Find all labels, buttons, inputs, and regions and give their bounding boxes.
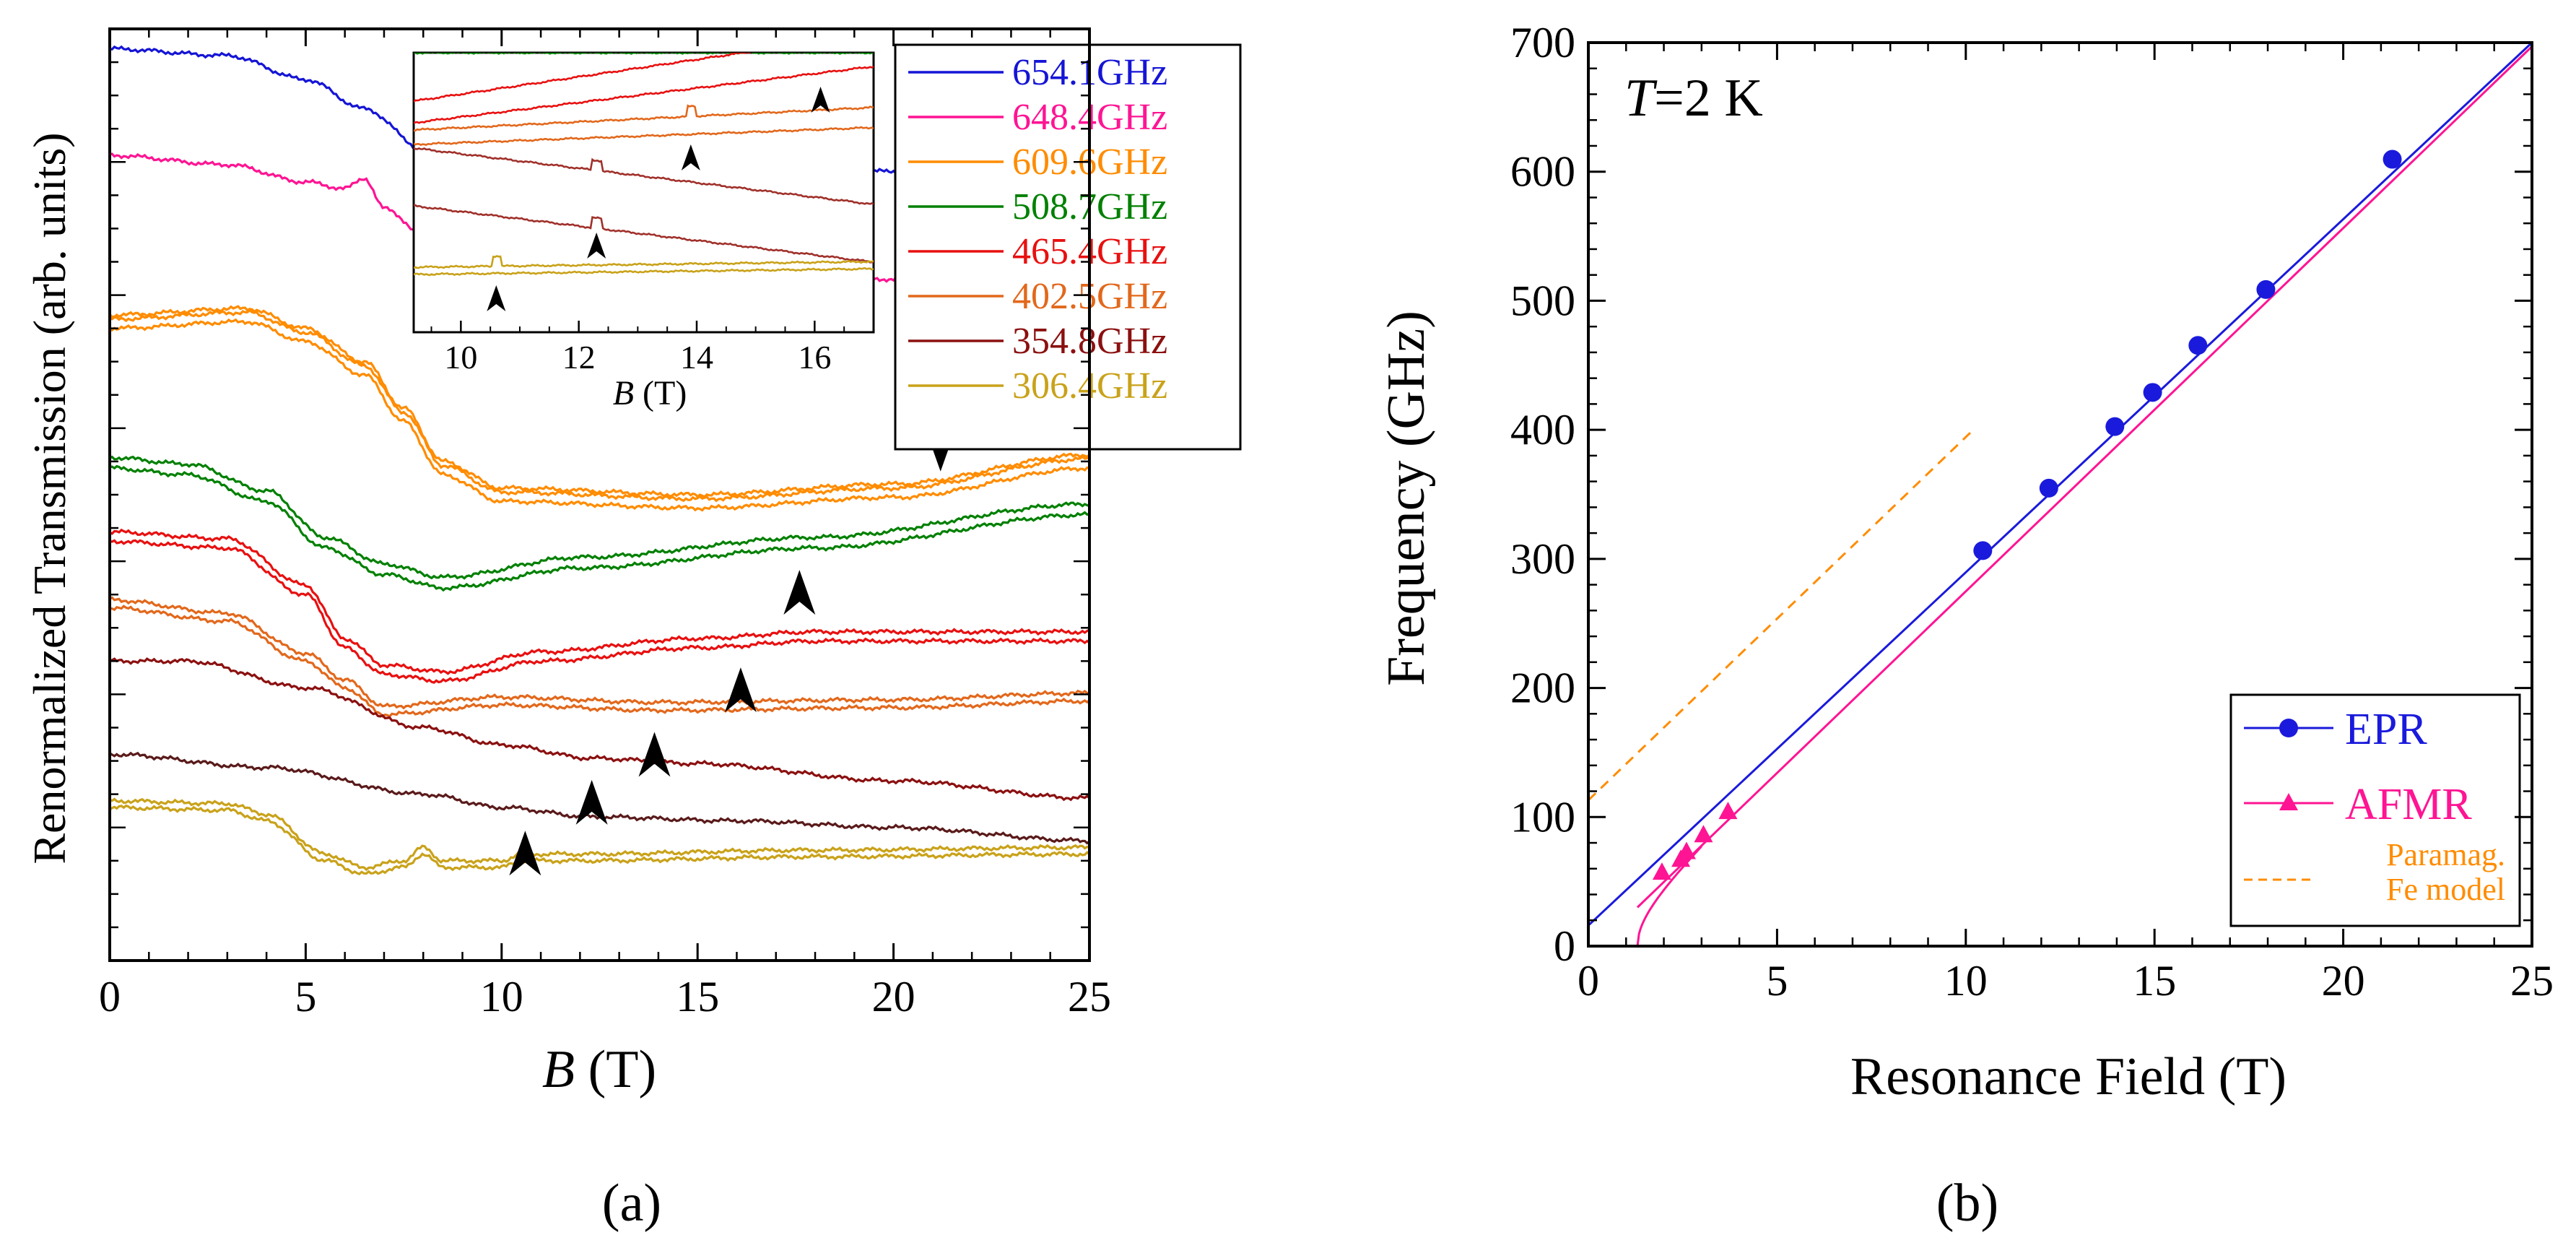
legend-epr-label: EPR	[2345, 705, 2427, 754]
b-y-tick-label: 200	[1510, 664, 1575, 712]
series-609-6GHz-trace	[110, 318, 1089, 512]
panel-a-chart: 10 12 14 16 B (T) 654.1GHz648.4GHz609.6GHz5…	[24, 27, 1242, 1233]
panel-b-x-axis-label: Resonance Field (T)	[1850, 1047, 2286, 1106]
x-tick-label: 20	[872, 973, 915, 1020]
panel-a-y-axis-label: Renormalized Transmission (arb. units)	[24, 132, 75, 864]
b-y-tick-label: 700	[1510, 19, 1575, 66]
inset-x-axis-label: B (T)	[613, 374, 687, 412]
series-465-4GHz-trace	[110, 528, 1089, 675]
afmr-point	[1694, 825, 1713, 843]
inset-series-group	[414, 53, 874, 277]
legend-paramag-label: Paramag.	[2386, 837, 2505, 872]
inset-x-tick-label: 10	[444, 339, 477, 376]
inset-arrow-marker	[811, 87, 830, 113]
resonance-arrow-marker	[575, 779, 608, 825]
series-465-4GHz-trace	[110, 539, 1089, 684]
epr-point	[2256, 280, 2276, 299]
panel-a-x-axis-label: B (T)	[542, 1040, 656, 1099]
epr-point	[2143, 383, 2162, 402]
series-508-7GHz-trace	[110, 455, 1089, 580]
x-tick-label: 15	[676, 973, 719, 1020]
panel-b-legend: EPR AFMR Paramag.Fe model	[2244, 705, 2505, 907]
epr-point	[2105, 417, 2125, 436]
b-x-tick-label: 0	[1578, 957, 1599, 1005]
panel-b-points-group	[1652, 150, 2402, 880]
b-x-tick-label: 10	[1944, 957, 1988, 1005]
x-tick-label: 5	[295, 973, 316, 1020]
inset-arrow-marker	[587, 233, 606, 259]
legend-afmr-label: AFMR	[2345, 780, 2472, 829]
panel-b-legend-box	[2229, 693, 2521, 927]
epr-point	[2039, 478, 2058, 498]
epr-point	[1973, 541, 1993, 560]
series-306-4GHz-trace	[110, 797, 1089, 872]
epr-point	[2383, 150, 2402, 169]
panel-b-chart: T=2 K EPR AFMR Paramag.Fe model 0 5 10 15 20 25…	[1377, 19, 2554, 1233]
series-609-6GHz-trace	[110, 305, 1089, 498]
resonance-arrow-marker	[783, 570, 816, 615]
panel-b-ticks-group: 0 5 10 15 20 25 0 100 200 300 400 500 600 700	[1510, 19, 2554, 1005]
fit-line-paramag-fe-model	[1587, 429, 1975, 802]
x-tick-label: 0	[99, 973, 121, 1020]
series-306-4GHz-trace	[110, 751, 1089, 845]
afmr-point	[1718, 802, 1738, 820]
b-y-tick-label: 300	[1510, 535, 1575, 583]
afmr-low-field-curve	[1636, 845, 1702, 947]
inset-arrows-group	[487, 87, 830, 311]
b-x-tick-label: 5	[1766, 957, 1788, 1005]
inset-trace	[414, 126, 874, 147]
panel-a-ticks-group: 0 5 10 15 20 25	[99, 27, 1111, 1020]
fit-line-epr-fit	[1587, 41, 2533, 927]
panel-b-axes-frame	[1587, 41, 2533, 948]
series-306-4GHz-trace	[110, 804, 1089, 876]
b-x-tick-label: 20	[2322, 957, 2365, 1005]
inset-arrow-marker	[681, 144, 700, 170]
b-x-tick-label: 15	[2133, 957, 2176, 1005]
panel-b-label: (b)	[1936, 1174, 1998, 1233]
inset-trace	[414, 147, 874, 205]
series-402-5GHz-trace	[110, 596, 1089, 710]
legend-epr-marker	[2279, 719, 2298, 737]
x-tick-label: 25	[1068, 973, 1111, 1020]
epr-point	[2188, 336, 2208, 355]
inset-trace	[414, 53, 752, 103]
panel-a-legend-box	[894, 43, 1242, 451]
series-402-5GHz-trace	[110, 604, 1089, 719]
inset-x-tick-label: 12	[562, 339, 596, 376]
inset-trace	[414, 266, 874, 277]
inset-x-tick-label: 14	[680, 339, 713, 376]
b-y-tick-label: 400	[1510, 406, 1575, 454]
x-tick-label: 10	[480, 973, 523, 1020]
b-y-tick-label: 500	[1510, 277, 1575, 324]
inset-x-tick-label: 16	[798, 339, 831, 376]
inset-arrow-marker	[487, 285, 506, 311]
b-y-tick-label: 100	[1510, 793, 1575, 841]
inset-trace	[414, 66, 874, 124]
series-354-8GHz-trace	[110, 657, 1089, 802]
inset-trace	[414, 255, 874, 269]
inset-ticks-group: 10 12 14 16	[430, 321, 874, 376]
b-x-tick-label: 25	[2510, 957, 2554, 1005]
panel-b-y-axis-label: Frequency (GHz)	[1377, 311, 1436, 686]
b-y-tick-label: 0	[1554, 922, 1575, 970]
legend-afmr-marker	[2279, 793, 2298, 810]
temperature-annotation: T=2 K	[1624, 69, 1763, 128]
afmr-point	[1676, 841, 1696, 859]
fit-line-afmr-fit	[1636, 46, 2533, 909]
series-609-6GHz-trace	[110, 308, 1089, 503]
panel-a-label: (a)	[602, 1174, 661, 1233]
inset-trace	[414, 204, 874, 264]
series-508-7GHz-trace	[110, 464, 1089, 592]
resonance-arrow-marker	[638, 732, 671, 777]
afmr-point	[1652, 862, 1671, 880]
resonance-arrow-marker	[724, 667, 757, 713]
inset-trace	[414, 104, 874, 131]
legend-paramag-label-2: Fe model	[2386, 872, 2505, 907]
resonance-arrow-marker	[509, 831, 541, 876]
b-y-tick-label: 600	[1510, 148, 1575, 196]
panel-a-inset-frame	[412, 51, 875, 334]
